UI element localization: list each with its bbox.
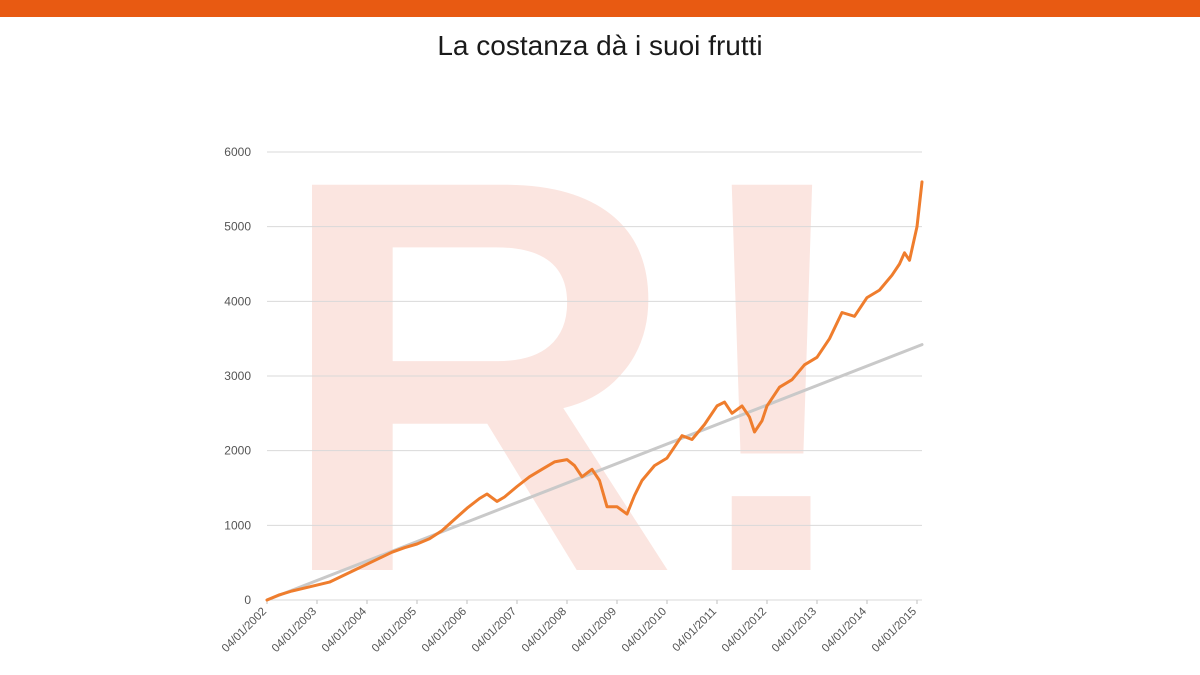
y-tick-label: 5000 <box>224 220 251 234</box>
watermark-logo: R! <box>275 63 866 675</box>
series-line-orange <box>265 180 924 602</box>
y-tick-label: 4000 <box>224 294 251 308</box>
y-tick-label: 3000 <box>224 369 251 383</box>
y-axis: 0 1000 2000 3000 4000 5000 6000 <box>224 145 251 607</box>
y-tick-label: 2000 <box>224 444 251 458</box>
x-tick-label: 04/01/2002 <box>220 606 269 655</box>
brand-watermark: R! <box>275 63 866 675</box>
series-layer <box>265 180 924 602</box>
y-tick-label: 6000 <box>224 145 251 159</box>
gridlines <box>267 151 922 601</box>
page-title: La costanza dà i suoi frutti <box>437 30 763 61</box>
y-tick-label: 0 <box>244 593 251 607</box>
top-accent-bar <box>0 0 1200 17</box>
y-tick-label: 1000 <box>224 518 251 532</box>
x-tick-label: 04/01/2015 <box>870 606 919 655</box>
